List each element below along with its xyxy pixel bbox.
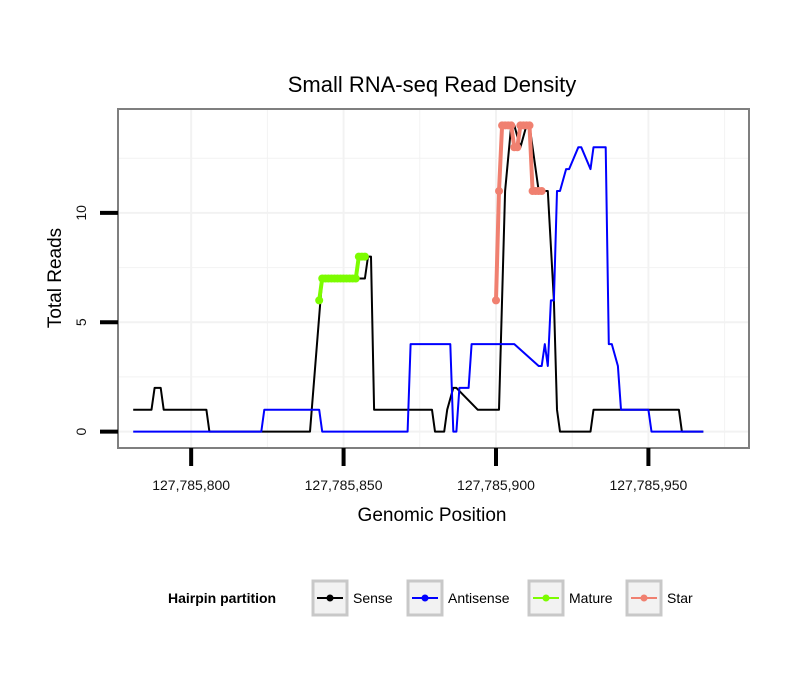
legend-point-star — [640, 594, 648, 602]
legend-point-antisense — [421, 594, 429, 602]
legend-label-mature: Mature — [569, 590, 613, 606]
legend-label-antisense: Antisense — [448, 590, 510, 606]
x-tick-label: 127,785,850 — [305, 477, 383, 493]
data-point-mature — [315, 296, 324, 305]
legend: Hairpin partition Sense Antisense Mature St… — [168, 579, 693, 617]
series-layer — [133, 121, 704, 433]
legend-title: Hairpin partition — [168, 590, 276, 606]
data-point-star — [507, 121, 516, 130]
legend-label-star: Star — [667, 590, 693, 606]
data-point-star — [525, 121, 534, 130]
data-point-star — [537, 187, 546, 196]
axes: 127,785,800 127,785,850 127,785,900 127,785… — [73, 205, 688, 493]
x-tick-label: 127,785,800 — [152, 477, 230, 493]
series-line-sense — [133, 124, 704, 433]
series-line-antisense — [133, 146, 704, 433]
legend-point-mature — [542, 594, 550, 602]
data-point-star — [491, 296, 500, 305]
chart-title: Small RNA-seq Read Density — [288, 72, 577, 97]
y-tick-label: 0 — [73, 427, 89, 435]
plot-border — [117, 108, 750, 449]
data-point-mature — [351, 274, 360, 283]
data-point-star — [495, 187, 504, 196]
x-tick-label: 127,785,950 — [609, 477, 687, 493]
data-point-star — [513, 143, 522, 152]
y-tick-label: 10 — [73, 205, 89, 221]
x-tick-label: 127,785,900 — [457, 477, 535, 493]
y-axis-title: Total Reads — [45, 228, 66, 328]
plot-background — [118, 109, 749, 448]
legend-label-sense: Sense — [353, 590, 393, 606]
data-point-mature — [360, 252, 369, 261]
x-axis-title: Genomic Position — [358, 505, 507, 526]
y-tick-label: 5 — [73, 318, 89, 326]
legend-point-sense — [326, 594, 334, 602]
